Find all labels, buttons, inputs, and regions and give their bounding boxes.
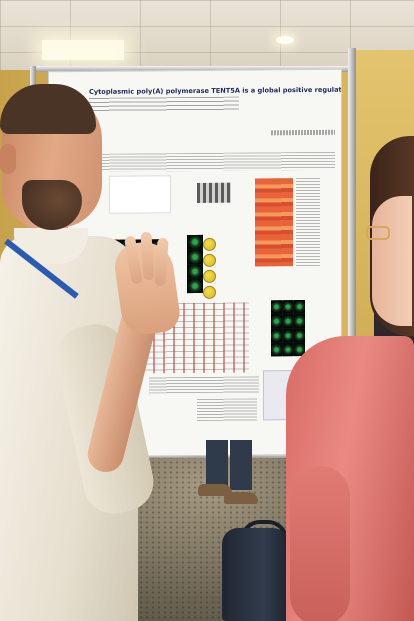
- listener-arm: [290, 466, 350, 621]
- ceiling-light: [42, 40, 124, 60]
- poster-stand-top-bar: [30, 66, 356, 72]
- ceiling-spotlight: [276, 36, 294, 44]
- poster-stand-right-post: [348, 48, 356, 468]
- presenter-beard: [22, 180, 82, 230]
- poster-funding-text: [197, 398, 257, 421]
- poster-figure-dot-markers: [203, 235, 219, 299]
- poster-figure-western-blot: [197, 182, 231, 203]
- presenter-man: [0, 84, 183, 621]
- presenter-finger: [140, 231, 155, 281]
- listener-woman: [286, 136, 414, 621]
- listener-glasses: [366, 226, 390, 240]
- background-person-legs: [198, 440, 258, 510]
- poster-figure-microscopy-middle: [187, 234, 203, 294]
- backpack: [222, 528, 292, 621]
- listener-face: [372, 196, 412, 326]
- poster-correspondence: [271, 129, 335, 136]
- presenter-ear: [0, 144, 16, 174]
- presenter-hair: [0, 84, 96, 134]
